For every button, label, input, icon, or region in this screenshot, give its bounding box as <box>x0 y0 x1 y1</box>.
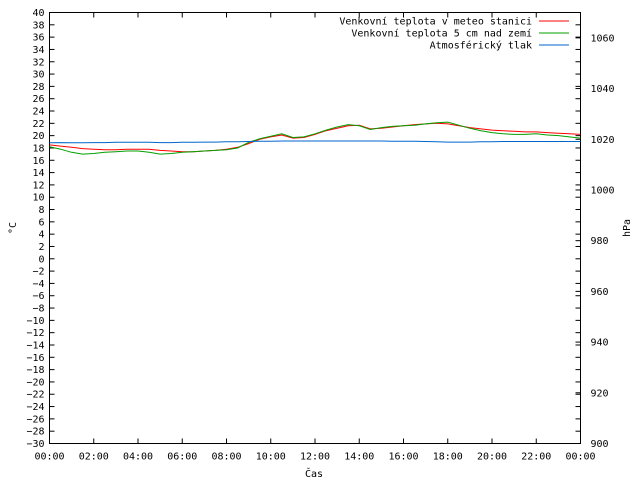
y-left-tick-label: −16 <box>26 353 44 364</box>
y-left-tick-label: 40 <box>32 8 44 19</box>
y-left-tick-label: 36 <box>32 33 44 44</box>
series-line-1 <box>49 122 581 153</box>
y-right-tick-label: 1000 <box>591 185 615 196</box>
y-left-tick-label: 2 <box>38 242 44 253</box>
x-tick-label: 16:00 <box>388 452 418 463</box>
y-axis-right: 900 920 940 960 980 1000 1020 1040 1060 <box>575 33 615 450</box>
x-tick-label: 02:00 <box>79 452 109 463</box>
y-axis-left: −30−28−26−24−22−20−18−16−14−12−10−8−6−4−… <box>26 8 581 450</box>
y-axis-right-label: hPa <box>622 219 633 237</box>
y-right-tick-label: 1020 <box>591 135 615 146</box>
y-left-tick-label: −28 <box>26 427 44 438</box>
y-left-tick-label: −14 <box>26 340 44 351</box>
x-tick-label: 14:00 <box>344 452 374 463</box>
y-left-tick-label: 16 <box>32 156 44 167</box>
y-left-tick-label: 14 <box>32 168 44 179</box>
x-tick-label: 10:00 <box>256 452 286 463</box>
x-tick-label: 22:00 <box>521 452 551 463</box>
y-right-tick-label: 940 <box>591 338 609 349</box>
legend-label-1: Venkovní teplota v meteo stanici <box>339 16 532 28</box>
legend-label-3: Atmosférický tlak <box>430 40 532 52</box>
y-left-tick-label: 28 <box>32 82 44 93</box>
y-left-tick-label: −12 <box>26 328 44 339</box>
y-left-tick-label: −24 <box>26 402 44 413</box>
x-tick-label: 06:00 <box>167 452 197 463</box>
y-left-tick-label: −6 <box>32 291 44 302</box>
y-left-tick-label: 22 <box>32 119 44 130</box>
y-right-tick-label: 920 <box>591 388 609 399</box>
y-left-tick-label: −4 <box>32 279 44 290</box>
y-axis-left-label: °C <box>8 222 19 234</box>
y-left-tick-label: 32 <box>32 57 44 68</box>
y-left-tick-label: −30 <box>26 439 44 450</box>
legend-label-2: Venkovní teplota 5 cm nad zemí <box>351 28 532 40</box>
x-tick-label: 00:00 <box>565 452 595 463</box>
y-right-tick-label: 960 <box>591 287 609 298</box>
y-right-tick-label: 980 <box>591 236 609 247</box>
y-left-tick-label: −22 <box>26 390 44 401</box>
x-tick-label: 04:00 <box>123 452 153 463</box>
x-tick-label: 08:00 <box>211 452 241 463</box>
y-left-tick-label: 20 <box>32 131 44 142</box>
x-tick-label: 18:00 <box>433 452 463 463</box>
y-left-tick-label: −20 <box>26 377 44 388</box>
y-left-tick-label: 30 <box>32 70 44 81</box>
x-axis: 00:00 02:00 04:00 06:00 08:00 10:00 12:00 14:00… <box>34 12 596 463</box>
x-tick-label: 20:00 <box>477 452 507 463</box>
y-left-tick-label: 0 <box>38 254 44 265</box>
y-left-tick-label: −26 <box>26 414 44 425</box>
y-left-tick-label: 34 <box>32 45 44 56</box>
y-left-tick-label: −8 <box>32 304 44 315</box>
series-line-3 <box>49 140 581 144</box>
legend: Venkovní teplota v meteo staniciVenkovní… <box>339 16 569 52</box>
x-tick-label: 00:00 <box>34 452 64 463</box>
series-line-2 <box>49 121 581 155</box>
plot-frame <box>49 12 581 444</box>
y-left-tick-label: 8 <box>38 205 44 216</box>
y-left-tick-label: 24 <box>32 107 44 118</box>
y-left-tick-label: 12 <box>32 180 44 191</box>
y-left-tick-label: −2 <box>32 267 44 278</box>
y-left-tick-label: 26 <box>32 94 44 105</box>
y-left-tick-label: 4 <box>38 230 44 241</box>
y-left-tick-label: 10 <box>32 193 44 204</box>
y-left-tick-label: 18 <box>32 143 44 154</box>
y-right-tick-label: 1040 <box>591 84 615 95</box>
y-left-tick-label: 6 <box>38 217 44 228</box>
series-lines <box>49 121 581 155</box>
y-right-tick-label: 900 <box>591 439 609 450</box>
y-left-tick-label: −18 <box>26 365 44 376</box>
y-left-tick-label: 38 <box>32 20 44 31</box>
y-left-tick-label: −10 <box>26 316 44 327</box>
x-axis-label: Čas <box>305 467 323 480</box>
y-right-tick-label: 1060 <box>591 33 615 44</box>
x-tick-label: 12:00 <box>300 452 330 463</box>
